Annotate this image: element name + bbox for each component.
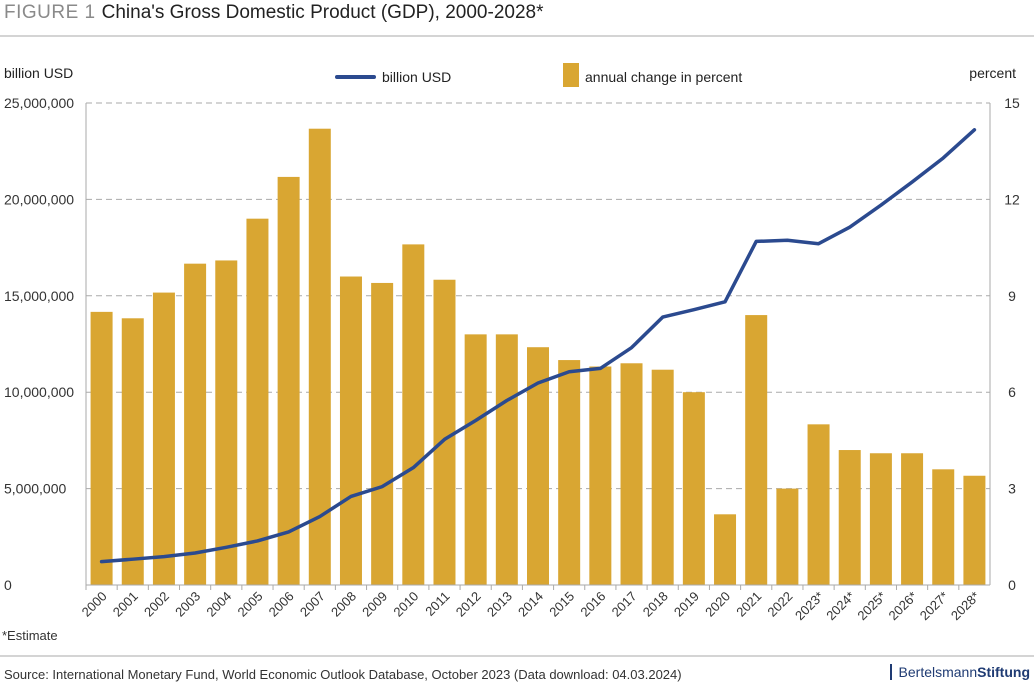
x-tick-label: 2009 (359, 589, 390, 620)
bar (620, 363, 643, 585)
bar (433, 279, 456, 585)
x-tick-label: 2022 (764, 589, 795, 620)
y-tick-right: 3 (1008, 481, 1016, 497)
legend-label-bar: annual change in percent (585, 69, 742, 85)
logo-light: Bertelsmann (898, 664, 978, 680)
bar (932, 469, 955, 585)
bar (901, 453, 924, 585)
x-tick-label: 2006 (266, 589, 297, 620)
bar (339, 276, 362, 585)
y-tick-left: 5,000,000 (4, 481, 66, 497)
bar (184, 263, 207, 585)
y-tick-right: 15 (1004, 95, 1020, 111)
figure-title: FIGURE 1 China's Gross Domestic Product (… (4, 2, 544, 24)
x-tick-label: 2014 (515, 589, 546, 620)
x-tick-label: 2001 (110, 589, 141, 620)
y-tick-right: 9 (1008, 288, 1016, 304)
legend-label-line: billion USD (382, 69, 451, 85)
bar (963, 475, 986, 585)
bar (152, 292, 175, 585)
x-tick-label: 2018 (640, 589, 671, 620)
x-tick-label: 2015 (546, 589, 577, 620)
y-tick-left: 10,000,000 (4, 384, 74, 400)
y-tick-left: 25,000,000 (4, 95, 74, 111)
bar (682, 392, 705, 585)
x-tick-label: 2005 (235, 589, 266, 620)
bar (807, 424, 830, 585)
x-tick-label: 2021 (733, 589, 764, 620)
bar (495, 334, 518, 585)
x-tick-label: 2008 (328, 589, 359, 620)
bar (464, 334, 487, 585)
logo-bold: Stiftung (977, 664, 1030, 680)
x-tick-label: 2004 (203, 589, 234, 620)
x-tick-label: 2012 (453, 589, 484, 620)
chart: 0 0 5,000,000 3 10,000,000 6 15,000,000 9 20,000… (4, 63, 1020, 624)
x-tick-label: 2024* (823, 589, 858, 624)
y-tick-right: 0 (1008, 577, 1016, 593)
x-tick-label: 2017 (609, 589, 640, 620)
figure-label: FIGURE 1 (4, 2, 96, 23)
source-text: Source: International Monetary Fund, Wor… (4, 667, 682, 682)
bar (838, 450, 861, 585)
bar (246, 218, 269, 585)
bar (215, 260, 238, 585)
x-tick-label: 2002 (141, 589, 172, 620)
divider (0, 655, 1034, 657)
legend-bar-swatch (563, 63, 579, 87)
x-tick-label: 2016 (577, 589, 608, 620)
x-tick-label: 2028* (948, 589, 983, 624)
bar (745, 315, 768, 585)
bar (651, 369, 674, 585)
y-axis-label-right: percent (969, 65, 1016, 81)
x-tick-label: 2010 (390, 589, 421, 620)
y-axis-label-left: billion USD (4, 65, 73, 81)
x-tick-label: 2023* (792, 589, 827, 624)
bar (589, 366, 612, 585)
bar (90, 311, 113, 585)
bar (402, 244, 425, 586)
logo: BertelsmannStiftung (889, 664, 1030, 680)
y-tick-right: 12 (1004, 191, 1020, 207)
estimate-note: *Estimate (2, 628, 58, 643)
bar (714, 514, 737, 585)
divider (0, 35, 1034, 37)
x-tick-label: 2027* (917, 589, 952, 624)
bar (869, 453, 892, 585)
bar (558, 360, 581, 585)
title-text: China's Gross Domestic Product (GDP), 20… (101, 2, 544, 23)
bar (277, 176, 300, 585)
bar (776, 488, 799, 585)
x-tick-label: 2000 (79, 589, 110, 620)
x-tick-label: 2003 (172, 589, 203, 620)
y-tick-left: 15,000,000 (4, 288, 74, 304)
y-tick-left: 20,000,000 (4, 191, 74, 207)
bar (121, 318, 144, 585)
y-tick-left: 0 (4, 577, 12, 593)
x-tick-label: 2007 (297, 589, 328, 620)
x-tick-label: 2011 (422, 589, 452, 619)
y-tick-right: 6 (1008, 384, 1016, 400)
x-tick-label: 2013 (484, 589, 515, 620)
x-tick-label: 2019 (671, 589, 702, 620)
x-tick-label: 2026* (886, 589, 921, 624)
x-tick-label: 2020 (702, 589, 733, 620)
bar (308, 128, 331, 585)
bar (371, 282, 394, 585)
x-tick-label: 2025* (854, 589, 889, 624)
bar (527, 347, 549, 585)
